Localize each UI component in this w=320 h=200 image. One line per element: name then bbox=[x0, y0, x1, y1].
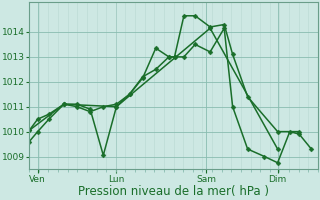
X-axis label: Pression niveau de la mer( hPa ): Pression niveau de la mer( hPa ) bbox=[78, 185, 269, 198]
